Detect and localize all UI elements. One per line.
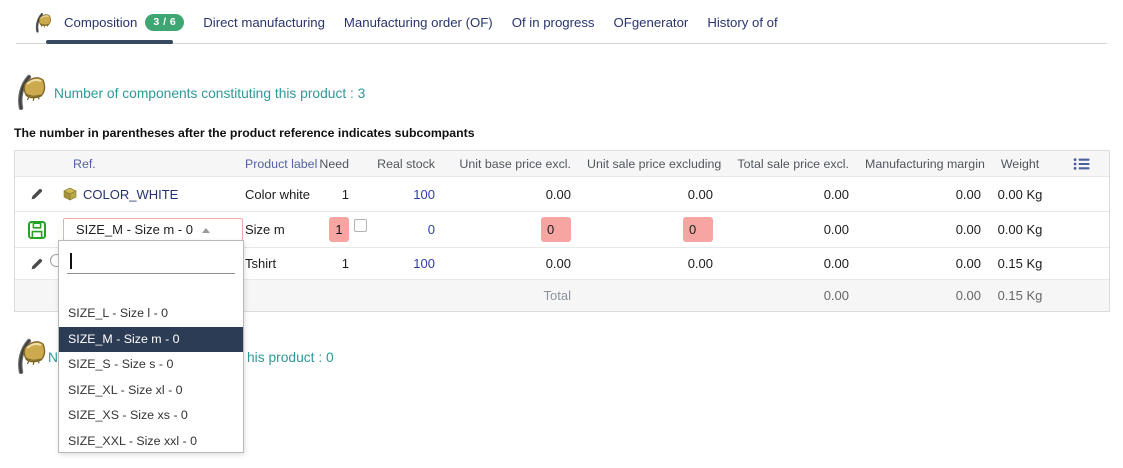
need-checkbox[interactable] xyxy=(354,218,367,232)
tab-of-in-progress[interactable]: Of in progress xyxy=(512,15,595,30)
tab-manufacturing-order-label: Manufacturing order (OF) xyxy=(343,14,493,30)
bom-section-icon xyxy=(13,72,49,110)
cell-weight: 0.15 Kg xyxy=(997,256,1043,271)
unit-sale-input[interactable]: 0 xyxy=(683,217,713,242)
composition-count-badge: 3 / 6 xyxy=(145,13,185,31)
dropdown-option[interactable]: SIZE_XXL - Size xxl - 0 xyxy=(68,433,197,448)
cell-weight: 0.00 Kg xyxy=(997,186,1043,202)
table-header-row: Ref. Product label Need Real stock Unit … xyxy=(15,151,1109,177)
cell-margin: 0.00 xyxy=(955,186,981,202)
cell-unit-sale: 0.00 xyxy=(687,186,713,202)
tab-of-in-progress-label: Of in progress xyxy=(511,14,595,30)
dropdown-search-wrap xyxy=(67,250,239,274)
chevron-up-icon xyxy=(202,227,210,233)
components-count-heading: Number of components constituting this p… xyxy=(54,86,366,101)
dropdown-option[interactable]: SIZE_L - Size l - 0 xyxy=(68,306,169,320)
cell-margin: 0.00 xyxy=(955,256,981,271)
cell-need: 1 xyxy=(317,217,367,242)
tab-bar-divider xyxy=(16,43,1107,44)
cell-product-label: Tshirt xyxy=(245,256,277,271)
dropdown-options: SIZE_L - Size l - 0 SIZE_M - Size m - 0 … xyxy=(59,301,243,454)
cell-ref: COLOR_WHITE xyxy=(59,187,243,202)
header-ref: Ref. xyxy=(73,156,96,171)
dropdown-option[interactable]: SIZE_S - Size s - 0 xyxy=(68,357,174,371)
cube-icon xyxy=(63,187,77,201)
cell-unit-base: 0.00 xyxy=(545,186,571,202)
cell-unit-base: 0.00 xyxy=(545,256,571,271)
bom-section-icon xyxy=(13,336,49,374)
total-weight-sum: 0.15 Kg xyxy=(997,288,1043,303)
cell-total-sale: 0.00 xyxy=(823,256,849,271)
tab-direct-manufacturing-label: Direct manufacturing xyxy=(203,14,325,30)
total-label: Total xyxy=(543,288,571,303)
active-tab-underline xyxy=(46,40,173,44)
tab-manufacturing-order[interactable]: Manufacturing order (OF) xyxy=(344,15,493,30)
header-unit-base-price: Unit base price excl. xyxy=(459,156,571,171)
header-unit-sale-price: Unit sale price excluding xyxy=(587,156,722,171)
edit-row1-button[interactable] xyxy=(15,187,59,201)
pencil-icon xyxy=(30,187,44,201)
tab-composition[interactable]: Composition 3 / 6 xyxy=(64,13,185,31)
covered-heading-prefix: N xyxy=(48,350,58,365)
text-cursor xyxy=(70,253,72,269)
product-ref-link[interactable]: COLOR_WHITE xyxy=(83,186,179,202)
tab-ofgenerator[interactable]: OFgenerator xyxy=(614,15,689,30)
header-columns-selector[interactable] xyxy=(1051,157,1111,171)
table-row: COLOR_WHITE Color white 1 100 0.00 0.00 … xyxy=(15,177,1109,212)
ref-select-value: SIZE_M - Size m - 0 xyxy=(76,222,194,237)
real-stock-link[interactable]: 0 xyxy=(427,222,435,237)
cell-unit-sale: 0.00 xyxy=(687,256,713,271)
header-product-label: Product label xyxy=(245,156,318,171)
ref-select-dropdown: SIZE_L - Size l - 0 SIZE_M - Size m - 0 … xyxy=(58,240,244,453)
dropdown-option[interactable]: SIZE_XS - Size xs - 0 xyxy=(68,408,188,422)
tab-direct-manufacturing[interactable]: Direct manufacturing xyxy=(203,15,325,30)
dropdown-option[interactable]: SIZE_XL - Size xl - 0 xyxy=(68,382,183,397)
real-stock-link[interactable]: 100 xyxy=(413,186,435,202)
cell-total-sale: 0.00 xyxy=(823,222,849,237)
tab-bar: Composition 3 / 6 Direct manufacturing M… xyxy=(33,9,797,35)
bom-module-icon xyxy=(33,11,53,33)
header-weight: Weight xyxy=(1000,156,1040,171)
save-floppy-icon xyxy=(28,221,46,239)
header-total-sale-price: Total sale price excl. xyxy=(737,156,849,171)
real-stock-link[interactable]: 100 xyxy=(413,256,435,271)
tab-composition-label: Composition xyxy=(64,14,138,30)
save-row2-button[interactable] xyxy=(15,221,59,239)
cell-ref: SIZE_M - Size m - 0 xyxy=(59,217,243,242)
subcomponents-note: The number in parentheses after the prod… xyxy=(14,126,475,140)
total-margin-sum: 0.00 xyxy=(955,288,981,303)
tab-history-label: History of of xyxy=(707,14,778,30)
cell-weight: 0.00 Kg xyxy=(997,222,1043,237)
covered-heading-suffix: his product : 0 xyxy=(247,350,334,365)
total-sale-sum: 0.00 xyxy=(823,288,849,303)
cell-unit-sale: 0 xyxy=(579,217,721,242)
cell-product-label: Size m xyxy=(245,222,285,237)
cell-need: 1 xyxy=(341,186,349,202)
header-real-stock: Real stock xyxy=(377,156,435,171)
cell-need: 1 xyxy=(341,256,349,271)
cell-unit-base: 0 xyxy=(443,217,579,242)
pencil-icon xyxy=(30,257,44,271)
tab-ofgenerator-label: OFgenerator xyxy=(613,14,689,30)
header-manufacturing-margin: Manufacturing margin xyxy=(865,156,985,171)
header-need: Need xyxy=(319,156,349,171)
cell-total-sale: 0.00 xyxy=(823,186,849,202)
unit-base-input[interactable]: 0 xyxy=(541,217,571,242)
dropdown-search-input[interactable] xyxy=(67,250,239,273)
list-icon xyxy=(1073,157,1090,171)
need-input[interactable]: 1 xyxy=(329,217,349,242)
dropdown-option-selected[interactable]: SIZE_M - Size m - 0 xyxy=(59,326,243,352)
cell-product-label: Color white xyxy=(245,186,311,202)
ref-select-combobox[interactable]: SIZE_M - Size m - 0 xyxy=(63,217,243,242)
cell-margin: 0.00 xyxy=(955,222,981,237)
tab-history[interactable]: History of of xyxy=(707,15,777,30)
